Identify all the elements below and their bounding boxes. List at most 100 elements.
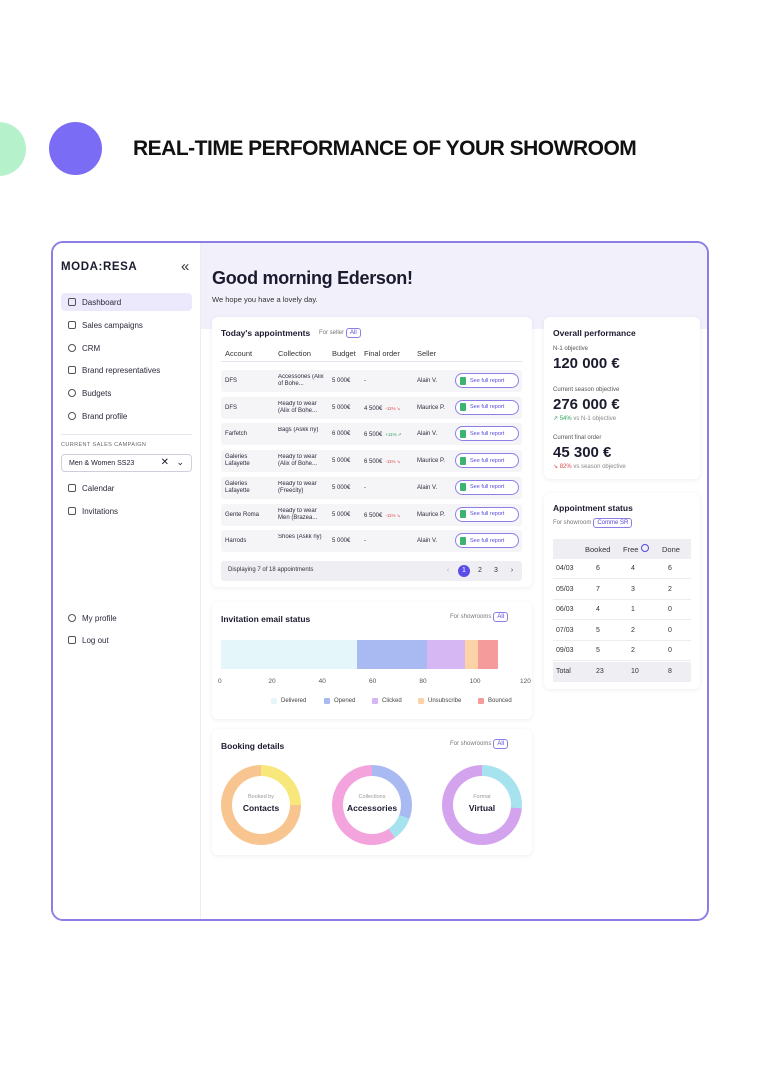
cell-final-order: - [364, 538, 366, 545]
seller-filter[interactable]: For seller All [319, 328, 361, 338]
sidebar-item-dashboard[interactable]: Dashboard [61, 293, 192, 311]
next-page-icon[interactable]: › [510, 567, 514, 574]
see-full-report-button[interactable]: See full report [455, 426, 519, 442]
filter-label: For showrooms [450, 614, 492, 620]
clear-icon[interactable]: ✕ [160, 457, 169, 468]
cell-done: 8 [668, 667, 672, 675]
cell-account: Harrods [225, 538, 247, 545]
cell-account: Galeries Lafayette [225, 480, 250, 494]
brand-logo: MODA:RESA [61, 261, 138, 273]
sidebar-item-label: Brand representatives [82, 365, 161, 375]
cell-collection: Ready to wear (Alix of Bohe... [278, 400, 318, 414]
donut-value: Accessories [346, 803, 398, 813]
sidebar-item-label: Invitations [82, 506, 119, 516]
donut-caption: Collections [358, 794, 386, 800]
trend-down-icon: ↘ [396, 405, 401, 411]
sidebar-item-brand-profile[interactable]: Brand profile [61, 407, 192, 425]
sidebar-item-calendar[interactable]: Calendar [61, 479, 192, 497]
sidebar-item-sales-campaigns[interactable]: Sales campaigns [61, 316, 192, 334]
see-full-report-button[interactable]: See full report [455, 453, 519, 469]
sidebar-item-label: My profile [82, 613, 117, 623]
cell-date: 04/03 [556, 565, 574, 572]
table-row: 06/03 4 1 0 [553, 600, 691, 620]
filter-select[interactable]: All [346, 328, 361, 338]
filter-select[interactable]: All [493, 739, 509, 749]
legend-label: Clicked [382, 698, 402, 704]
final-pct: 82% [559, 464, 572, 470]
pagination-text: Displaying 7 of 18 appointments [228, 567, 314, 573]
bar-segment-delivered [221, 640, 357, 669]
col-booked: Booked [585, 545, 611, 554]
sidebar-item-label: Calendar [82, 483, 115, 493]
see-full-report-button[interactable]: See full report [455, 533, 519, 549]
button-label: See full report [470, 457, 505, 464]
sidebar-item-budgets[interactable]: Budgets [61, 384, 192, 402]
final-order-value: 4 500€ [364, 405, 383, 412]
button-label: See full report [470, 404, 505, 411]
trend-up-icon: ↗ [553, 416, 559, 422]
table-row: Gente Roma Ready to wear Men (Brazea... 5 … [221, 503, 522, 526]
see-full-report-button[interactable]: See full report [455, 373, 519, 388]
info-icon[interactable] [641, 544, 649, 552]
cell-seller: Maurice P. [417, 404, 445, 411]
final-order-value: 6 500€ [364, 512, 383, 519]
cell-budget: 5 000€ [332, 484, 351, 491]
cell-booked: 5 [596, 647, 600, 654]
donut-hole [453, 776, 511, 834]
cell-budget: 5 000€ [332, 378, 351, 384]
cell-budget: 6 000€ [332, 431, 351, 438]
legend-swatch [271, 698, 277, 704]
invitation-title: Invitation email status [221, 614, 311, 624]
greeting-title: Good morning Ederson! [212, 268, 413, 288]
season-objective-value: 276 000 € [553, 396, 620, 413]
document-icon [460, 483, 466, 492]
final-order-pct: -11% [385, 459, 396, 465]
sidebar-item-invitations[interactable]: Invitations [61, 502, 192, 520]
gear-icon [68, 412, 76, 420]
cell-final-order: - [364, 378, 366, 385]
sidebar-item-brand-representatives[interactable]: Brand representatives [61, 361, 192, 379]
table-row: Galeries Lafayette Ready to wear (Freecit… [221, 476, 522, 499]
filter-select[interactable]: Comme SR [593, 518, 633, 528]
see-full-report-button[interactable]: See full report [455, 506, 519, 522]
campaign-select[interactable]: Men & Women SS23 ✕ ⌄ [61, 454, 192, 472]
filter-label: For showroom [553, 520, 592, 526]
season-note-text: vs N-1 objective [573, 416, 617, 422]
cell-booked: 6 [596, 565, 600, 572]
trend-down-icon: ↘ [396, 459, 401, 465]
document-icon [460, 376, 466, 385]
users-icon [68, 344, 76, 352]
booking-showroom-filter[interactable]: For showrooms All [450, 739, 509, 749]
table-row: Harrods Shoes (Askk ny) 5 000€ - Alain V. See… [221, 530, 522, 553]
cell-account: Gente Roma [225, 511, 260, 518]
status-showroom-filter[interactable]: For showroom Comme SR [553, 518, 633, 528]
prev-page-icon[interactable]: ‹ [446, 567, 450, 574]
sidebar-divider [61, 434, 192, 435]
see-full-report-button[interactable]: See full report [455, 479, 519, 495]
cell-seller: Alain V. [417, 484, 438, 491]
filter-select[interactable]: All [493, 612, 509, 622]
legend-label: Bounced [488, 698, 512, 704]
table-header: Booked Free Done [553, 539, 691, 559]
sidebar-item-label: CRM [82, 343, 101, 353]
sidebar-item-log-out[interactable]: Log out [61, 631, 192, 649]
button-label: See full report [470, 430, 505, 437]
see-full-report-button[interactable]: See full report [455, 399, 519, 415]
trend-down-icon: ↘ [396, 512, 401, 518]
sidebar-item-my-profile[interactable]: My profile [61, 609, 192, 627]
donut-booked-by: Booked by Contacts [221, 765, 301, 845]
chevron-down-icon[interactable]: ⌄ [176, 457, 184, 467]
axis-tick-label: 0 [218, 678, 222, 685]
filter-label: For showrooms [450, 741, 492, 747]
logout-icon [68, 636, 76, 644]
page-1-button[interactable]: 1 [458, 565, 470, 577]
cell-seller: Maurice P. [417, 511, 445, 518]
sidebar-item-crm[interactable]: CRM [61, 339, 192, 357]
page-2-button[interactable]: 2 [478, 567, 482, 574]
showroom-filter[interactable]: For showrooms All [450, 612, 509, 622]
page-3-button[interactable]: 3 [494, 567, 498, 574]
collapse-sidebar-icon[interactable]: « [181, 258, 190, 275]
cell-account: Galeries Lafayette [225, 454, 250, 468]
legend-label: Unsubscribe [428, 698, 462, 704]
col-done: Done [662, 545, 680, 554]
